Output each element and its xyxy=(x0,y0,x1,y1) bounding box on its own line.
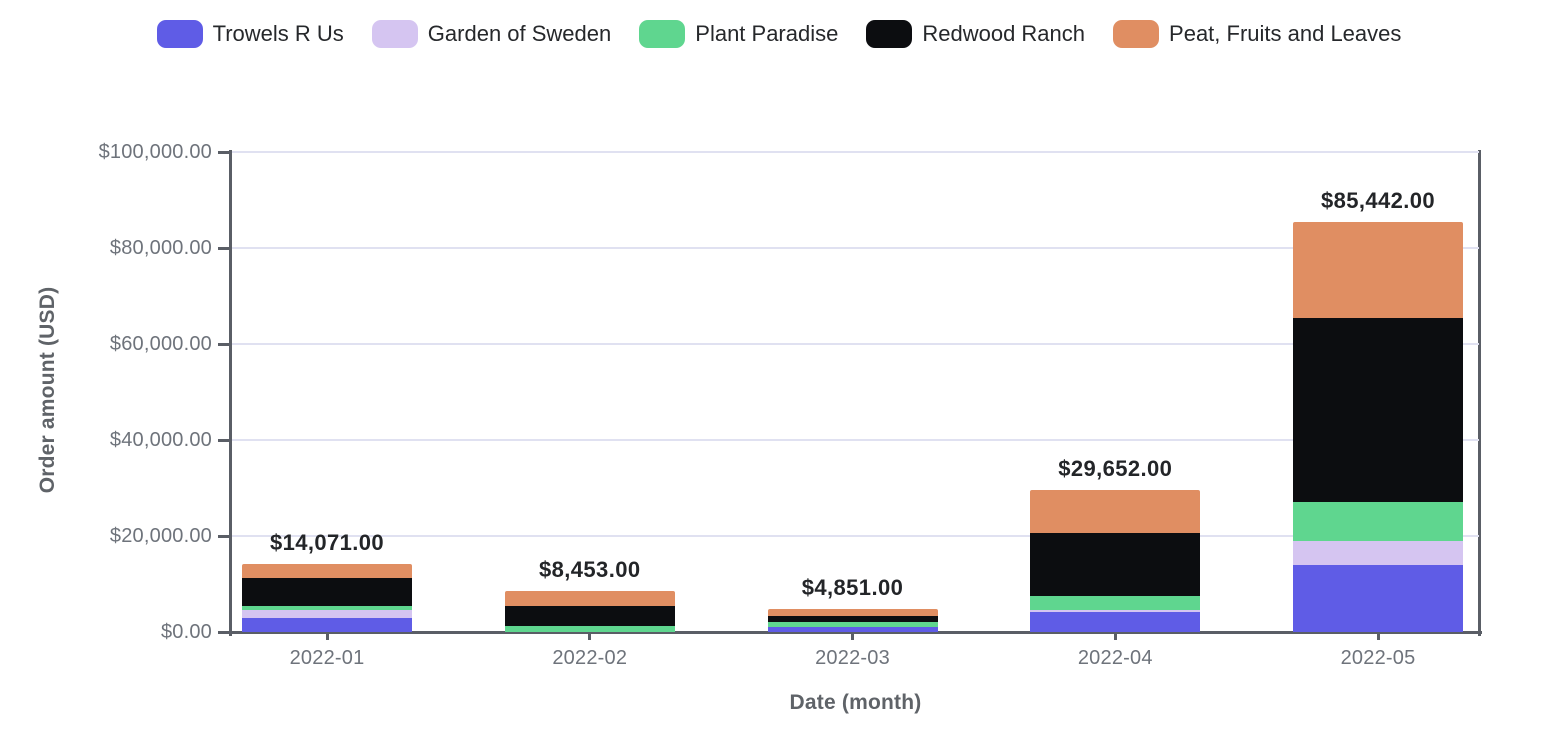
bar-2022-05[interactable] xyxy=(1293,221,1463,632)
legend-label: Trowels R Us xyxy=(212,21,344,46)
bar-segment-garden-of-sweden[interactable] xyxy=(1293,540,1463,565)
bar-segment-trowels-r-us[interactable] xyxy=(1293,564,1463,632)
bar-total-label: $29,652.00 xyxy=(1058,455,1173,481)
bar-segment-trowels-r-us[interactable] xyxy=(767,627,938,632)
y-tick-label: $80,000.00 xyxy=(109,237,212,259)
y-tick-label: $20,000.00 xyxy=(109,525,212,547)
bar-segment-plant-paradise[interactable] xyxy=(1030,595,1201,610)
bar-total-label: $14,071.00 xyxy=(269,530,385,556)
bar-segment-peat-fruits-and-leaves[interactable] xyxy=(504,591,675,607)
bar-2022-01[interactable] xyxy=(242,564,412,632)
bar-2022-02[interactable] xyxy=(504,591,675,632)
y-axis-tick xyxy=(218,342,231,346)
y-tick-label: $100,000.00 xyxy=(98,141,212,163)
y-tick-label: $60,000.00 xyxy=(109,333,212,355)
bar-segment-peat-fruits-and-leaves[interactable] xyxy=(242,564,412,579)
x-axis-tick xyxy=(851,632,854,640)
bar-segment-plant-paradise[interactable] xyxy=(767,622,938,628)
x-axis-tick xyxy=(588,632,592,640)
bar-segment-redwood-ranch[interactable] xyxy=(1293,317,1463,503)
legend-swatch-trowels-r-us xyxy=(156,20,203,48)
gridline xyxy=(232,247,1479,249)
y-axis-tick xyxy=(218,630,231,634)
legend-swatch-plant-paradise xyxy=(639,20,686,48)
bar-segment-plant-paradise[interactable] xyxy=(1293,502,1463,541)
bar-segment-garden-of-sweden[interactable] xyxy=(1030,609,1201,613)
bar-segment-redwood-ranch[interactable] xyxy=(767,616,938,623)
legend-label: Peat, Fruits and Leaves xyxy=(1169,21,1402,46)
legend-swatch-garden-of-sweden xyxy=(371,20,418,48)
bar-segment-plant-paradise[interactable] xyxy=(504,625,675,632)
y-axis-title: Order amount (USD) xyxy=(36,286,59,494)
bar-2022-03[interactable] xyxy=(767,608,938,632)
legend-swatch-peat-fruits-and-leaves xyxy=(1113,20,1160,48)
bar-segment-garden-of-sweden[interactable] xyxy=(242,610,412,619)
legend-item-peat-fruits-and-leaves[interactable]: Peat, Fruits and Leaves xyxy=(1113,20,1401,48)
y-axis-line xyxy=(229,150,232,636)
bar-segment-redwood-ranch[interactable] xyxy=(242,578,412,606)
bar-total-label: $4,851.00 xyxy=(801,574,904,600)
legend-swatch-redwood-ranch xyxy=(866,20,913,48)
bar-segment-trowels-r-us[interactable] xyxy=(1030,612,1201,632)
x-tick-label: 2022-01 xyxy=(289,647,365,669)
x-tick-label: 2022-05 xyxy=(1340,647,1416,669)
y-axis-tick xyxy=(218,534,231,538)
legend-label: Plant Paradise xyxy=(695,21,839,46)
legend-item-garden-of-sweden[interactable]: Garden of Sweden xyxy=(371,20,612,48)
gridline xyxy=(232,151,1479,153)
y-axis-tick xyxy=(218,438,231,442)
y-axis-tick xyxy=(218,246,231,250)
bar-segment-plant-paradise[interactable] xyxy=(242,605,412,611)
bar-segment-peat-fruits-and-leaves[interactable] xyxy=(1293,221,1463,318)
y-tick-label: $0.00 xyxy=(160,621,212,643)
chart-legend: Trowels R Us Garden of Sweden Plant Paradi… xyxy=(0,20,1558,48)
bar-segment-trowels-r-us[interactable] xyxy=(242,618,412,632)
gridline xyxy=(232,439,1479,441)
x-axis-tick xyxy=(1376,632,1380,640)
gridline xyxy=(232,343,1479,345)
legend-label: Redwood Ranch xyxy=(922,21,1086,46)
gridline xyxy=(232,535,1479,537)
x-tick-label: 2022-03 xyxy=(815,647,890,669)
legend-label: Garden of Sweden xyxy=(427,21,612,46)
x-axis-tick xyxy=(325,632,329,640)
legend-item-plant-paradise[interactable]: Plant Paradise xyxy=(639,20,838,48)
legend-item-redwood-ranch[interactable]: Redwood Ranch xyxy=(866,20,1085,48)
plot-right-border xyxy=(1478,150,1481,636)
legend-item-trowels-r-us[interactable]: Trowels R Us xyxy=(156,20,344,48)
x-axis-title: Date (month) xyxy=(789,691,922,714)
bar-total-label: $85,442.00 xyxy=(1320,187,1436,213)
x-axis-line xyxy=(229,631,1482,634)
x-axis-tick xyxy=(1113,632,1117,640)
bar-segment-redwood-ranch[interactable] xyxy=(504,606,675,626)
x-tick-label: 2022-04 xyxy=(1077,647,1153,669)
plot-area xyxy=(218,150,1482,640)
bar-segment-peat-fruits-and-leaves[interactable] xyxy=(1030,489,1201,533)
x-tick-label: 2022-02 xyxy=(552,647,628,669)
y-tick-label: $40,000.00 xyxy=(109,429,212,451)
bar-segment-peat-fruits-and-leaves[interactable] xyxy=(767,608,938,617)
bar-2022-04[interactable] xyxy=(1030,489,1201,632)
y-axis-tick xyxy=(218,150,231,154)
bar-segment-redwood-ranch[interactable] xyxy=(1030,532,1201,596)
bar-total-label: $8,453.00 xyxy=(539,557,641,583)
